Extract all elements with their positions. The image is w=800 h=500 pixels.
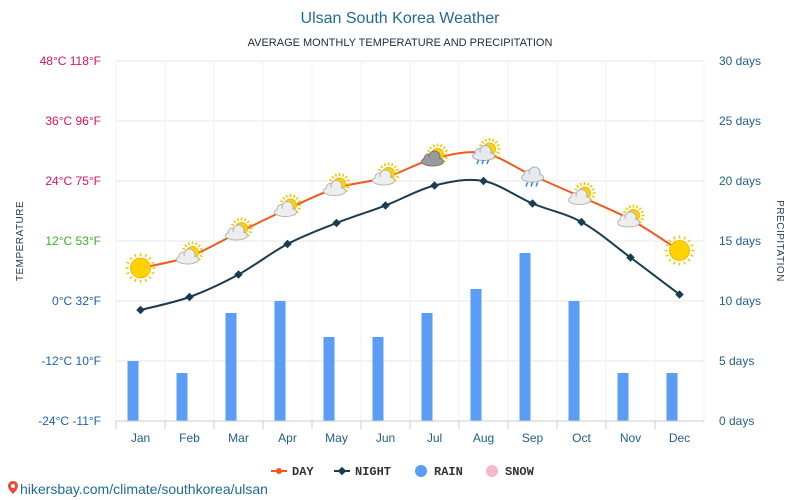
month-label-mar: Mar [228,431,249,445]
rain-bar-jun [372,337,384,421]
chart-title: Ulsan South Korea Weather [301,10,501,27]
right-tick-label: 15 days [719,234,761,248]
legend-label: NIGHT [355,465,391,479]
rain-bar-apr [274,301,286,421]
rain-bar-sep [519,253,531,421]
legend: DAY NIGHT RAIN SNOW [271,465,535,479]
partly-cloudy-storm-icon [421,143,449,167]
night-point-mar [234,270,243,279]
night-point-sep [528,199,537,208]
right-axis-label: PRECIPITATION [774,200,785,282]
right-tick-label: 0 days [719,414,754,428]
weather-icons [125,138,695,283]
partly-cloudy-icon [617,204,645,228]
partly-cloudy-icon [323,173,351,196]
month-label-apr: Apr [278,431,297,445]
rain-bars [127,253,678,421]
map-pin-icon [8,481,18,494]
legend-label: DAY [292,465,314,479]
left-tick-label: 48°C 118°F [40,54,101,68]
grid-lines [115,60,705,422]
legend-item-day[interactable]: DAY [271,465,314,479]
partly-cloudy-icon [176,241,204,265]
month-label-feb: Feb [179,431,200,445]
right-tick-label: 5 days [719,354,754,368]
month-axis-ticks: Jan Feb Mar Apr May Jun Jul Aug Sep Oct Nov Dec [115,420,704,445]
night-point-oct [577,217,586,227]
left-tick-label: 0°C 32°F [52,294,101,308]
month-label-may: May [325,431,348,445]
rain-bar-jul [421,313,433,421]
rain-bar-nov [617,373,629,421]
partly-cloudy-icon [568,182,596,205]
month-label-jun: Jun [376,431,395,445]
night-point-may [332,218,341,228]
left-tick-label: 36°C 96°F [45,114,101,128]
night-point-aug [479,176,488,186]
night-point-jan [136,305,145,315]
left-axis-ticks: 48°C 118°F 36°C 96°F 24°C 75°F 12°C 53°F 0°C… [38,54,101,428]
month-label-jul: Jul [427,431,442,445]
rain-bar-may [323,337,335,421]
legend-label: RAIN [434,465,463,479]
month-label-nov: Nov [620,431,641,445]
left-tick-label: -12°C 10°F [41,354,101,368]
rain-bar-mar [225,313,237,421]
rain-bar-jan [127,361,139,421]
month-label-aug: Aug [473,431,494,445]
night-point-feb [185,292,194,302]
month-label-jan: Jan [131,431,150,445]
chart-subtitle: AVERAGE MONTHLY TEMPERATURE AND PRECIPIT… [248,37,553,49]
sun-icon [664,235,695,266]
right-axis-ticks: 30 days 25 days 20 days 15 days 10 days 5 day… [719,54,761,428]
night-point-dec [675,290,684,299]
right-tick-label: 10 days [719,294,761,308]
cloud-rain-icon [521,166,544,187]
footer-link[interactable]: hikersbay.com/climate/southkorea/ulsan [20,481,268,497]
month-label-dec: Dec [669,431,690,445]
night-point-apr [283,239,292,249]
rain-bar-feb [176,373,188,421]
night-line [140,178,681,311]
legend-item-rain[interactable]: RAIN [415,465,463,479]
night-point-jul [430,181,439,190]
right-tick-label: 30 days [719,54,761,68]
left-tick-label: 12°C 53°F [45,234,101,248]
partly-cloudy-icon [274,194,302,217]
legend-label: SNOW [505,465,535,479]
sun-cloud-rain-icon [472,138,501,165]
left-tick-label: -24°C -11°F [38,414,101,428]
left-tick-label: 24°C 75°F [45,174,101,188]
legend-item-snow[interactable]: SNOW [486,465,535,479]
legend-item-night[interactable]: NIGHT [334,465,391,479]
footer[interactable]: hikersbay.com/climate/southkorea/ulsan [8,481,268,497]
right-tick-label: 25 days [719,114,761,128]
left-axis-label: TEMPERATURE [15,201,26,281]
rain-bar-dec [666,373,678,421]
month-label-oct: Oct [572,431,591,445]
rain-bar-oct [568,301,580,421]
night-point-jun [381,201,390,210]
sun-icon [125,253,156,283]
rain-bar-aug [470,289,482,421]
partly-cloudy-icon [225,217,253,241]
month-label-sep: Sep [522,431,544,445]
right-tick-label: 20 days [719,174,761,188]
partly-cloudy-icon [372,162,400,186]
